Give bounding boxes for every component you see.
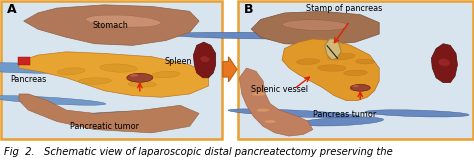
Ellipse shape — [0, 63, 94, 73]
FancyArrow shape — [223, 57, 237, 82]
Ellipse shape — [365, 110, 469, 117]
Ellipse shape — [264, 120, 276, 123]
Text: Stamp of pancreas: Stamp of pancreas — [306, 4, 382, 13]
Ellipse shape — [256, 108, 270, 112]
Ellipse shape — [299, 117, 383, 126]
Polygon shape — [239, 68, 313, 136]
Polygon shape — [251, 11, 379, 45]
Text: Stomach: Stomach — [92, 21, 128, 30]
Bar — [18, 57, 30, 65]
Text: Pancreas: Pancreas — [10, 75, 46, 84]
Ellipse shape — [100, 64, 137, 72]
Polygon shape — [19, 94, 199, 133]
Ellipse shape — [57, 68, 85, 75]
Bar — [1, 1, 222, 139]
Text: Fig  2.   Schematic view of laparoscopic distal pancreatectomy preserving the: Fig 2. Schematic view of laparoscopic di… — [4, 147, 392, 157]
Ellipse shape — [86, 15, 161, 27]
Ellipse shape — [352, 85, 359, 87]
Ellipse shape — [168, 32, 348, 39]
Ellipse shape — [296, 59, 320, 64]
Polygon shape — [24, 5, 199, 45]
Ellipse shape — [78, 78, 111, 84]
Polygon shape — [193, 42, 216, 78]
Text: A: A — [7, 3, 16, 16]
Ellipse shape — [350, 84, 370, 91]
Ellipse shape — [438, 58, 450, 66]
Ellipse shape — [344, 70, 367, 76]
Ellipse shape — [251, 92, 265, 96]
Polygon shape — [282, 39, 379, 100]
Ellipse shape — [228, 109, 360, 118]
Polygon shape — [19, 52, 209, 97]
Text: Spleen: Spleen — [165, 57, 192, 66]
Polygon shape — [431, 44, 457, 83]
Text: Pancreas tumor: Pancreas tumor — [313, 110, 376, 119]
Ellipse shape — [356, 59, 374, 64]
Ellipse shape — [328, 53, 355, 60]
Text: B: B — [244, 3, 253, 16]
Ellipse shape — [66, 112, 171, 122]
Ellipse shape — [282, 20, 348, 30]
Ellipse shape — [0, 96, 106, 105]
Polygon shape — [325, 39, 341, 60]
Ellipse shape — [127, 73, 153, 82]
Bar — [238, 1, 473, 139]
Text: Splenic vessel: Splenic vessel — [251, 85, 308, 94]
Ellipse shape — [200, 56, 210, 62]
Ellipse shape — [152, 71, 180, 78]
Ellipse shape — [130, 74, 138, 77]
Ellipse shape — [128, 81, 156, 87]
Ellipse shape — [318, 65, 346, 71]
Text: Pancreatic tumor: Pancreatic tumor — [70, 122, 139, 131]
